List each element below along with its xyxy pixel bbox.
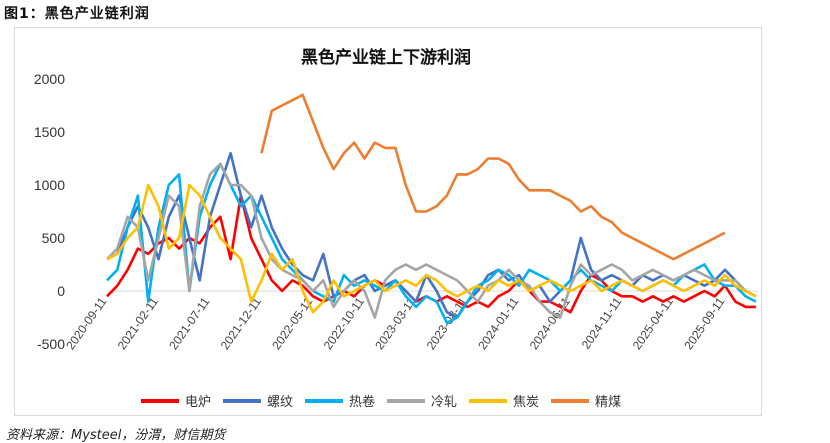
x-tick-label: 2020-09-11 [63,294,109,352]
y-tick-label: 500 [42,230,66,246]
series-line-1 [106,151,757,319]
series-line-4 [106,183,757,314]
x-tick-label: 2021-02-11 [115,294,161,352]
source-note: 资料来源：Mysteel，汾渭，财信期货 [6,428,226,443]
chart-container: 黑色产业链上下游利润 2000 1500 1000 500 0 -500 2020-09-1… [14,27,762,416]
x-tick-label: 2025-09-11 [681,294,727,352]
y-tick-label: 1000 [34,177,65,193]
legend-label: 热卷 [349,394,375,410]
x-tick-label: 2021-07-11 [166,294,212,352]
x-tick-label: 2025-04-11 [630,294,676,352]
x-tick-label: 2024-11-11 [579,294,625,351]
y-tick-label: 1500 [34,124,65,140]
series-line-3 [106,162,757,319]
figure-title: 图1：黑色产业链利润 [4,6,150,22]
y-tick-label: 2000 [34,71,65,87]
line-chart: 黑色产业链上下游利润 2000 1500 1000 500 0 -5002020-09-1… [34,47,758,410]
y-tick-label: 0 [57,283,65,299]
series-line-5 [260,93,726,261]
x-tick-label: 2022-10-11 [321,294,367,352]
series-lines [106,93,757,325]
legend-label: 冷轧 [431,395,457,410]
legend-label: 螺纹 [267,395,293,410]
chart-title: 黑色产业链上下游利润 [301,47,471,68]
legend-label: 精煤 [595,395,621,410]
x-tick-label: 2021-12-11 [218,294,264,352]
legend-label: 焦炭 [513,395,539,410]
y-tick-label: -500 [37,336,65,352]
legend: 电炉 螺纹 热卷 冷轧 焦炭 精煤 [141,394,621,410]
legend-label: 电炉 [185,395,211,410]
